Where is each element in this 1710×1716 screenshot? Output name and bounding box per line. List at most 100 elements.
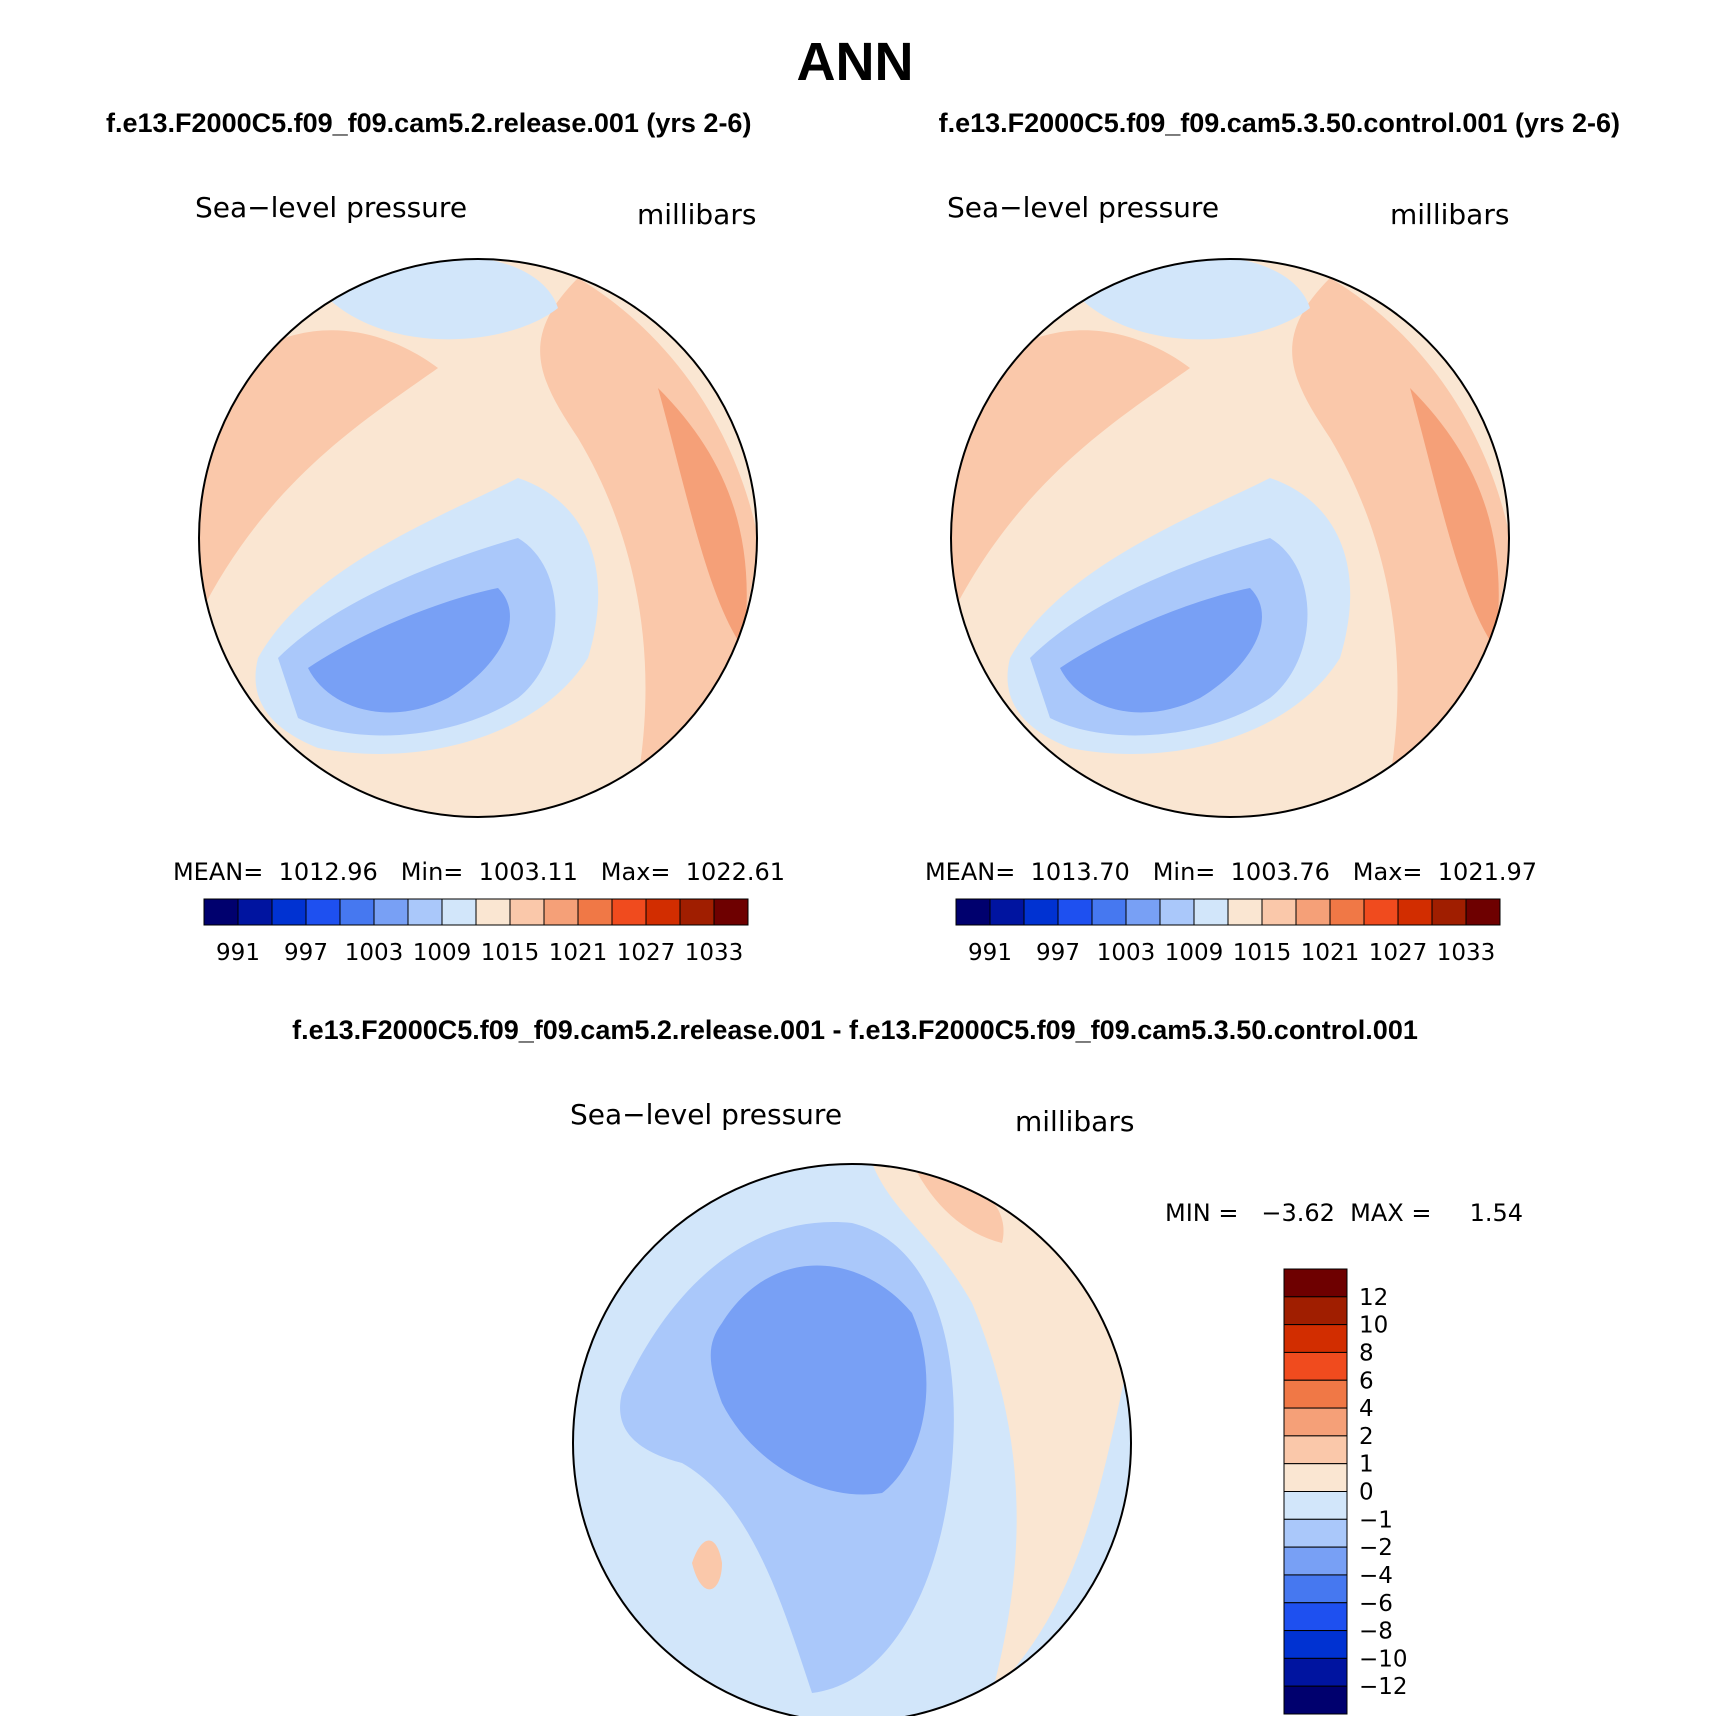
panel-a-variable: Sea−level pressure: [195, 191, 467, 224]
colorbar-swatch: [1125, 898, 1161, 926]
colorbar-swatch: [1295, 898, 1331, 926]
colorbar-tick-label: 1033: [685, 940, 744, 966]
colorbar-tick-label: 4: [1359, 1396, 1374, 1422]
colorbar-swatch: [1283, 1491, 1348, 1520]
colorbar-swatch: [1431, 898, 1467, 926]
colorbar-tick-label: 1: [1359, 1452, 1374, 1478]
colorbar-swatch: [1283, 1574, 1348, 1604]
colorbar-tick-label: −8: [1359, 1619, 1393, 1645]
colorbar-swatch: [1283, 1324, 1348, 1353]
colorbar-tick-label: 1021: [549, 940, 608, 966]
colorbar-tick-label: 991: [216, 940, 260, 966]
colorbar-swatch: [1363, 898, 1399, 926]
field-warm-region: [540, 278, 757, 778]
colorbar-tick-label: −10: [1359, 1646, 1408, 1672]
panel-b-case-title: f.e13.F2000C5.f09_f09.cam5.3.50.control.…: [939, 108, 1620, 138]
colorbar-swatch: [1283, 1351, 1348, 1381]
colorbar-swatch: [1283, 1685, 1348, 1715]
colorbar-tick-label: 1015: [1233, 940, 1292, 966]
colorbar-tick-label: −1: [1359, 1507, 1393, 1533]
field-warm-region: [951, 330, 1190, 618]
field-warm-strong-region: [692, 1540, 722, 1590]
colorbar-swatch: [271, 898, 307, 926]
colorbar-swatch: [509, 898, 545, 926]
panel-control: Sea−level pressure millibars MEAN= 1013.…: [925, 191, 1537, 966]
colorbar-tick-label: 0: [1359, 1480, 1374, 1506]
colorbar-swatch: [1397, 898, 1433, 926]
panel-b-variable: Sea−level pressure: [947, 191, 1219, 224]
panel-b-stats: MEAN= 1013.70 Min= 1003.76 Max= 1021.97: [925, 858, 1537, 886]
field-warm-strong-region: [1410, 388, 1499, 648]
colorbar-swatch: [1159, 898, 1195, 926]
panel-a-colorbar: 991 997 1003 1009 1015 1021 1027 1033: [203, 898, 749, 966]
colorbar-swatch: [645, 898, 681, 926]
colorbar-swatch: [407, 898, 443, 926]
colorbar-swatch: [373, 898, 409, 926]
colorbar-tick-label: 1003: [1097, 940, 1156, 966]
colorbar-tick-label: −6: [1359, 1591, 1393, 1617]
colorbar-swatch: [203, 898, 239, 926]
colorbar-swatch: [1261, 898, 1297, 926]
field-cool-strong-region: [308, 588, 510, 713]
colorbar-swatch: [1283, 1546, 1348, 1576]
diff-field: [573, 1164, 1131, 1716]
colorbar-swatch: [1193, 898, 1229, 926]
diff-stats: MIN = −3.62 MAX = 1.54: [1165, 1199, 1523, 1227]
diff-map-border: [572, 1163, 1132, 1716]
colorbar-swatch: [1227, 898, 1263, 926]
colorbar-swatch: [1283, 1268, 1348, 1298]
colorbar-tick-label: 8: [1359, 1340, 1374, 1366]
colorbar-swatch: [305, 898, 341, 926]
colorbar-swatch: [543, 898, 579, 926]
panel-a-case-title: f.e13.F2000C5.f09_f09.cam5.2.release.001…: [106, 108, 751, 138]
colorbar-swatch: [441, 898, 477, 926]
colorbar-swatch: [1283, 1407, 1348, 1437]
colorbar-tick-label: 10: [1359, 1313, 1388, 1339]
colorbar-swatch: [1091, 898, 1127, 926]
panel-b-units: millibars: [1390, 198, 1509, 231]
colorbar-swatch: [1283, 1518, 1348, 1548]
colorbar-tick-label: 6: [1359, 1368, 1374, 1394]
colorbar-tick-label: 997: [1036, 940, 1080, 966]
colorbar-swatch: [955, 898, 991, 926]
colorbar-tick-label: 1033: [1437, 940, 1496, 966]
colorbar-tick-label: −4: [1359, 1563, 1393, 1589]
colorbar-swatch: [989, 898, 1025, 926]
diff-case-title: f.e13.F2000C5.f09_f09.cam5.2.release.001…: [292, 1015, 1418, 1045]
colorbar-tick-label: −2: [1359, 1535, 1393, 1561]
colorbar-tick-label: 997: [284, 940, 328, 966]
colorbar-swatch: [577, 898, 613, 926]
colorbar-swatch: [1283, 1296, 1348, 1326]
colorbar-tick-label: −12: [1359, 1674, 1408, 1700]
field-warm-strong-region: [912, 1164, 1004, 1243]
field-cool-strong-region: [710, 1265, 927, 1495]
colorbar-swatch: [339, 898, 375, 926]
colorbar-tick-label: 2: [1359, 1424, 1374, 1450]
panel-b-field: [951, 259, 1509, 817]
colorbar-swatch: [475, 898, 511, 926]
panel-release: Sea−level pressure millibars MEAN= 1012.…: [173, 191, 785, 966]
colorbar-tick-label: 991: [968, 940, 1012, 966]
colorbar-tick-label: 1027: [617, 940, 676, 966]
colorbar-swatch: [1283, 1435, 1348, 1465]
panel-difference: Sea−level pressure millibars MIN = −3.62…: [570, 1098, 1523, 1716]
colorbar-swatch: [713, 898, 749, 926]
diff-variable: Sea−level pressure: [570, 1098, 842, 1131]
colorbar-tick-label: 1027: [1369, 940, 1428, 966]
colorbar-tick-label: 1021: [1301, 940, 1360, 966]
field-warm-region: [1292, 278, 1509, 778]
field-warm-strong-region: [658, 388, 747, 648]
colorbar-swatch: [237, 898, 273, 926]
panel-b-colorbar: 991 997 1003 1009 1015 1021 1027 1033: [955, 898, 1501, 966]
colorbar-tick-label: 1003: [345, 940, 404, 966]
colorbar-swatch: [1283, 1602, 1348, 1632]
colorbar-tick-label: 1015: [481, 940, 540, 966]
colorbar-swatch: [1283, 1379, 1348, 1409]
colorbar-swatch: [1283, 1463, 1348, 1492]
colorbar-tick-label: 1009: [1165, 940, 1224, 966]
colorbar-swatch: [1057, 898, 1093, 926]
diff-units: millibars: [1015, 1105, 1134, 1138]
colorbar-tick-label: 12: [1359, 1285, 1388, 1311]
